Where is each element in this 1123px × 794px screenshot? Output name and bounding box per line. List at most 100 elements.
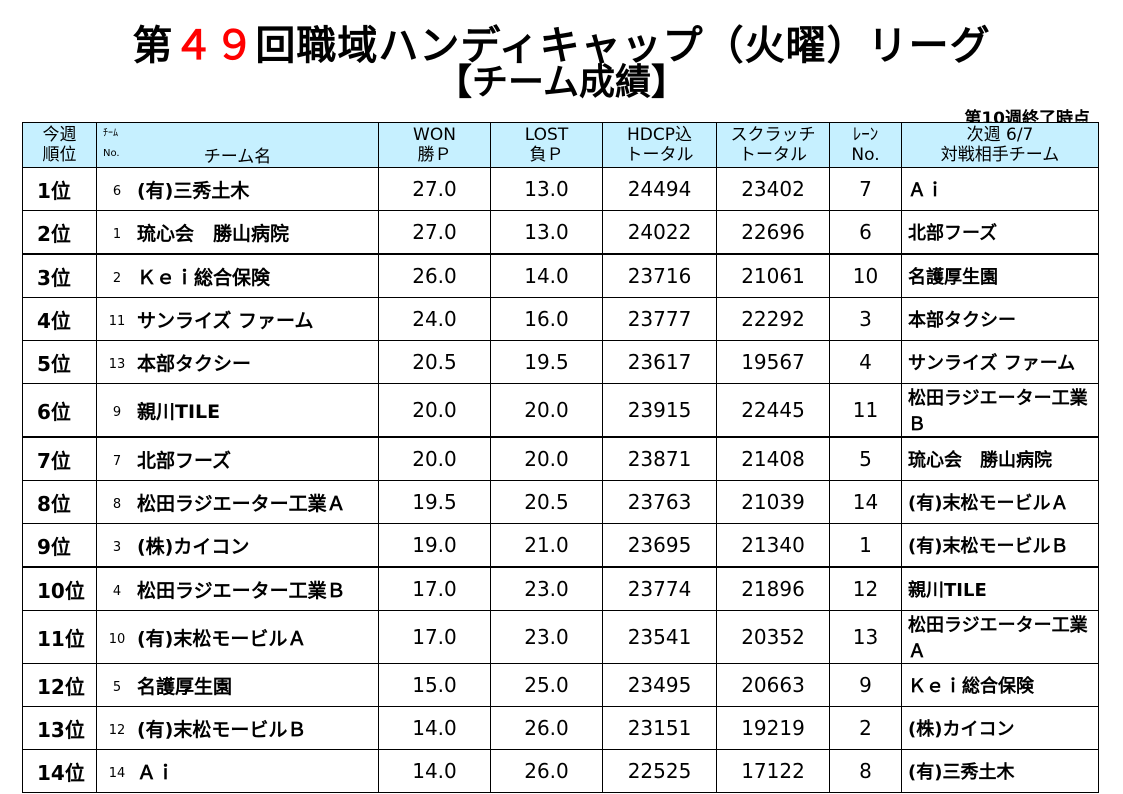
team-name: Ｋｅｉ総合保険 [137, 266, 271, 289]
team-cell: 8 松田ラジエーター工業Ａ [96, 480, 379, 524]
lost-cell: 13.0 [490, 210, 603, 255]
team-number: 5 [112, 679, 122, 695]
lane-cell: 3 [829, 297, 902, 341]
scratch-cell: 22696 [716, 210, 830, 255]
scratch-cell: 17122 [716, 749, 830, 793]
lost-cell: 20.0 [490, 436, 603, 481]
lost-cell: 20.5 [490, 480, 603, 524]
team-name: (有)末松モービルＡ [137, 627, 307, 650]
header-opponent: 次週 6/7 対戦相手チーム [901, 122, 1099, 168]
header-scratch: スクラッチ トータル [716, 122, 830, 168]
lane-cell: 7 [829, 167, 902, 211]
table-row: 1位 6 (有)三秀土木 27.0 13.0 24494 23402 7 Ａｉ [22, 167, 1099, 211]
scratch-cell: 21061 [716, 253, 830, 298]
won-cell: 27.0 [378, 167, 491, 211]
team-number: 14 [108, 765, 126, 781]
table-row: 4位 11 サンライズ ファーム 24.0 16.0 23777 22292 3 本部タクシー [22, 297, 1099, 341]
team-number: 13 [108, 356, 126, 372]
rank-cell: 5位 [22, 340, 97, 384]
team-cell: 9 親川TILE [96, 383, 379, 438]
lane-cell: 2 [829, 706, 902, 750]
team-name: 親川TILE [137, 400, 221, 423]
team-name: 本部タクシー [137, 352, 252, 375]
hdcp-cell: 23695 [602, 523, 717, 568]
hdcp-cell: 23871 [602, 436, 717, 481]
won-cell: 14.0 [378, 706, 491, 750]
title-number: ４９ [173, 23, 256, 69]
team-cell: 7 北部フーズ [96, 436, 379, 481]
lane-cell: 12 [829, 566, 902, 611]
rank-cell: 12位 [22, 663, 97, 707]
team-number: 11 [108, 313, 126, 329]
table-row: 2位 1 琉心会 勝山病院 27.0 13.0 24022 22696 6 北部フーズ [22, 210, 1099, 255]
lane-cell: 9 [829, 663, 902, 707]
team-cell: 2 Ｋｅｉ総合保険 [96, 253, 379, 298]
scratch-cell: 22445 [716, 383, 830, 438]
standings-table: 今週 順位 ﾁｰﾑ No. チーム名 WON 勝Ｐ LOST 負Ｐ HDCP込 トータル… [22, 122, 1099, 793]
team-number: 7 [112, 453, 122, 469]
won-cell: 27.0 [378, 210, 491, 255]
scratch-cell: 21896 [716, 566, 830, 611]
team-name: (有)末松モービルＢ [137, 718, 307, 741]
table-row: 7位 7 北部フーズ 20.0 20.0 23871 21408 5 琉心会 勝山病院 [22, 436, 1099, 481]
hdcp-cell: 23541 [602, 610, 717, 664]
team-cell: 13 本部タクシー [96, 340, 379, 384]
opponent-cell: 北部フーズ [901, 210, 1099, 255]
won-cell: 15.0 [378, 663, 491, 707]
won-cell: 24.0 [378, 297, 491, 341]
lane-cell: 10 [829, 253, 902, 298]
team-name: Ａｉ [137, 761, 176, 784]
table-row: 5位 13 本部タクシー 20.5 19.5 23617 19567 4 サンライズ ファーム [22, 340, 1099, 384]
team-name: 松田ラジエーター工業Ｂ [137, 579, 346, 602]
won-cell: 20.0 [378, 436, 491, 481]
team-name: 北部フーズ [137, 449, 232, 472]
table-row: 6位 9 親川TILE 20.0 20.0 23915 22445 11 松田ラジエーター工業Ｂ [22, 383, 1099, 438]
rank-cell: 1位 [22, 167, 97, 211]
hdcp-cell: 24022 [602, 210, 717, 255]
rank-cell: 4位 [22, 297, 97, 341]
table-row: 10位 4 松田ラジエーター工業Ｂ 17.0 23.0 23774 21896 12 親川TIL… [22, 566, 1099, 611]
team-cell: 12 (有)末松モービルＢ [96, 706, 379, 750]
rank-cell: 13位 [22, 706, 97, 750]
table-row: 12位 5 名護厚生園 15.0 25.0 23495 20663 9 Ｋｅｉ総合保険 [22, 663, 1099, 707]
rank-cell: 11位 [22, 610, 97, 664]
lane-cell: 13 [829, 610, 902, 664]
table-row: 8位 8 松田ラジエーター工業Ａ 19.5 20.5 23763 21039 14 (有)末松モ… [22, 480, 1099, 524]
rank-cell: 10位 [22, 566, 97, 611]
team-cell: 5 名護厚生園 [96, 663, 379, 707]
header-row: 今週 順位 ﾁｰﾑ No. チーム名 WON 勝Ｐ LOST 負Ｐ HDCP込 トータル… [22, 122, 1099, 168]
rank-cell: 3位 [22, 253, 97, 298]
lost-cell: 26.0 [490, 749, 603, 793]
rank-cell: 6位 [22, 383, 97, 438]
hdcp-cell: 23716 [602, 253, 717, 298]
team-number: 1 [112, 226, 122, 242]
rank-cell: 2位 [22, 210, 97, 255]
hdcp-cell: 23777 [602, 297, 717, 341]
lost-cell: 23.0 [490, 610, 603, 664]
header-rank: 今週 順位 [22, 122, 97, 168]
lost-cell: 20.0 [490, 383, 603, 438]
team-name: (株)カイコン [137, 535, 250, 558]
header-team-name: チーム名 [203, 147, 272, 167]
opponent-cell: (株)カイコン [901, 706, 1099, 750]
team-cell: 11 サンライズ ファーム [96, 297, 379, 341]
lost-cell: 14.0 [490, 253, 603, 298]
opponent-cell: (有)末松モービルＢ [901, 523, 1099, 568]
rank-cell: 8位 [22, 480, 97, 524]
team-cell: 1 琉心会 勝山病院 [96, 210, 379, 255]
team-cell: 6 (有)三秀土木 [96, 167, 379, 211]
table-row: 3位 2 Ｋｅｉ総合保険 26.0 14.0 23716 21061 10 名護厚生園 [22, 253, 1099, 298]
scratch-cell: 23402 [716, 167, 830, 211]
lane-cell: 4 [829, 340, 902, 384]
team-name: 松田ラジエーター工業Ａ [137, 492, 346, 515]
won-cell: 17.0 [378, 610, 491, 664]
table-row: 14位 14 Ａｉ 14.0 26.0 22525 17122 8 (有)三秀土木 [22, 749, 1099, 793]
scratch-cell: 21408 [716, 436, 830, 481]
scratch-cell: 19567 [716, 340, 830, 384]
team-cell: 3 (株)カイコン [96, 523, 379, 568]
team-number: 6 [112, 183, 122, 199]
opponent-cell: 松田ラジエーター工業Ｂ [901, 383, 1099, 438]
opponent-cell: 松田ラジエーター工業Ａ [901, 610, 1099, 664]
team-name: 琉心会 勝山病院 [137, 222, 290, 245]
opponent-cell: 名護厚生園 [901, 253, 1099, 298]
